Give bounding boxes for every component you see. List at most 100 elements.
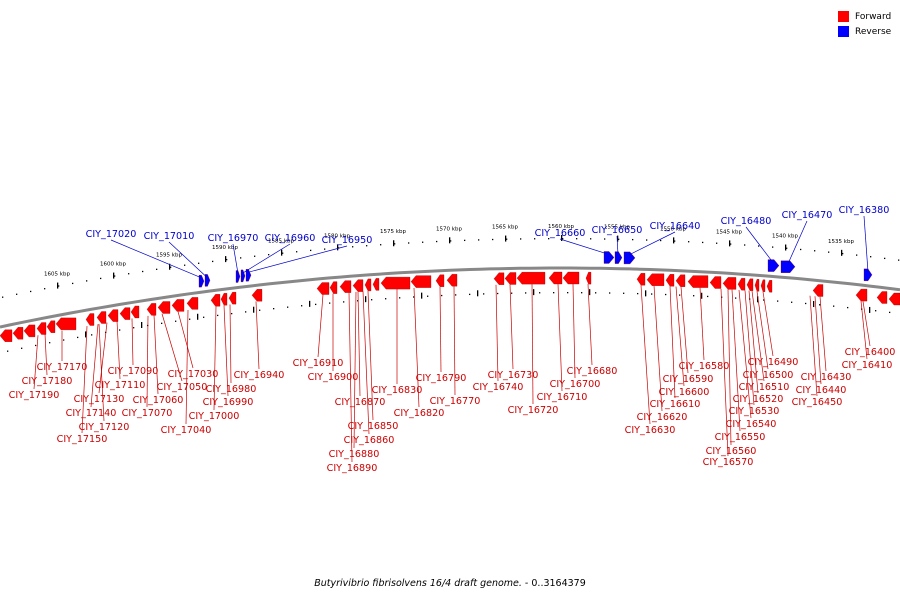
label-leader — [357, 291, 361, 397]
reverse-gene — [780, 260, 796, 273]
gene-label: CIY_17020 — [86, 229, 137, 240]
forward-gene — [157, 301, 171, 314]
label-leader — [495, 284, 499, 382]
forward-gene — [812, 284, 824, 297]
scale-tick — [393, 240, 395, 247]
scale-dot — [735, 297, 737, 299]
label-leader — [559, 238, 610, 255]
scale-dot — [170, 266, 172, 268]
forward-gene — [372, 278, 380, 291]
label-leader — [531, 284, 534, 405]
reverse-gene — [603, 251, 615, 264]
scale-dot — [226, 258, 228, 261]
gene-label: CIY_16500 — [743, 370, 794, 381]
gene-label: CIY_16660 — [535, 228, 586, 239]
caption-range: - 0..3164379 — [521, 578, 586, 589]
forward-gene — [46, 320, 56, 333]
label-leader — [819, 296, 827, 372]
forward-gene — [746, 278, 754, 291]
scale-dot — [464, 239, 466, 242]
gene-label: CIY_17170 — [37, 362, 88, 373]
scale-label: 1555 kbp — [604, 225, 630, 231]
scale-dot — [408, 242, 410, 244]
scale-tick — [673, 237, 675, 244]
label-leader — [860, 300, 868, 360]
scale-dot — [2, 296, 4, 298]
scale-dot — [119, 329, 121, 331]
scale-dot — [100, 277, 102, 280]
gene-label: CIY_16650 — [592, 225, 643, 236]
scale-dot — [758, 245, 760, 247]
scale-dot — [21, 347, 23, 349]
scale-dot — [296, 251, 298, 253]
gene-label: CIY_16410 — [842, 360, 893, 371]
gene-label: CIY_16720 — [508, 405, 559, 416]
scale-dot — [693, 295, 695, 297]
gene-label: CIY_16440 — [796, 385, 847, 396]
legend-label-reverse: Reverse — [855, 26, 892, 37]
scale-dot — [674, 240, 676, 242]
forward-gene — [380, 276, 411, 290]
scale-dot — [833, 305, 835, 307]
label-leader — [572, 284, 576, 379]
scale-dot — [609, 292, 611, 294]
scale-dot — [366, 245, 368, 247]
forward-gene — [516, 272, 546, 285]
scale-dot — [72, 282, 74, 285]
gene-label: CIY_16450 — [792, 397, 843, 408]
scale-dot — [240, 257, 242, 259]
scale-tick — [869, 306, 871, 313]
scale-tick — [85, 331, 87, 338]
scale-label: 1605 kbp — [44, 272, 70, 278]
scale-dot — [441, 294, 443, 297]
forward-gene — [888, 292, 900, 306]
label-leader — [247, 245, 348, 273]
label-leader — [348, 292, 353, 463]
forward-gene — [876, 291, 888, 304]
scale-dot — [114, 275, 116, 277]
scale-dot — [212, 260, 214, 263]
forward-gene — [709, 276, 722, 289]
scale-dot — [875, 310, 877, 312]
label-leader — [509, 284, 514, 370]
forward-gene — [675, 274, 686, 287]
forward-gene — [130, 305, 140, 319]
scale-dot — [455, 294, 457, 296]
scale-tick — [309, 300, 311, 307]
scale-dot — [142, 270, 144, 273]
label-leader — [161, 313, 183, 382]
scale-dot — [506, 238, 508, 240]
scale-tick — [617, 235, 619, 242]
gene-label: CIY_16710 — [537, 392, 588, 403]
gene-label: CIY_16940 — [234, 370, 285, 381]
scale-dot — [819, 304, 821, 306]
scale-dot — [534, 238, 536, 240]
forward-gene — [210, 294, 221, 307]
label-leader — [223, 305, 229, 397]
scale-dot — [35, 344, 37, 347]
scale-dot — [842, 252, 844, 255]
gene-label: CIY_16540 — [726, 419, 777, 430]
gene-label: CIY_16510 — [739, 382, 790, 393]
forward-gene — [636, 273, 646, 286]
scale-dot — [576, 238, 578, 240]
scale-tick — [729, 240, 731, 247]
gene-track — [0, 251, 900, 342]
scale-dot — [856, 254, 858, 256]
scale-dot — [371, 299, 373, 301]
scale-dot — [161, 322, 163, 324]
scale-dot — [58, 285, 60, 287]
label-leader — [720, 288, 729, 457]
scale-label: 1580 kbp — [324, 233, 350, 239]
gene-label: CIY_16850 — [348, 421, 399, 432]
label-leader — [242, 243, 291, 274]
gene-label: CIY_16600 — [659, 387, 710, 398]
scale-dot — [870, 256, 872, 258]
gene-label: CIY_16990 — [203, 397, 254, 408]
label-leader — [255, 301, 260, 370]
label-leader — [863, 215, 869, 272]
scale-dot — [254, 255, 256, 257]
scale-dot — [268, 254, 270, 256]
scale-dot — [651, 293, 653, 295]
